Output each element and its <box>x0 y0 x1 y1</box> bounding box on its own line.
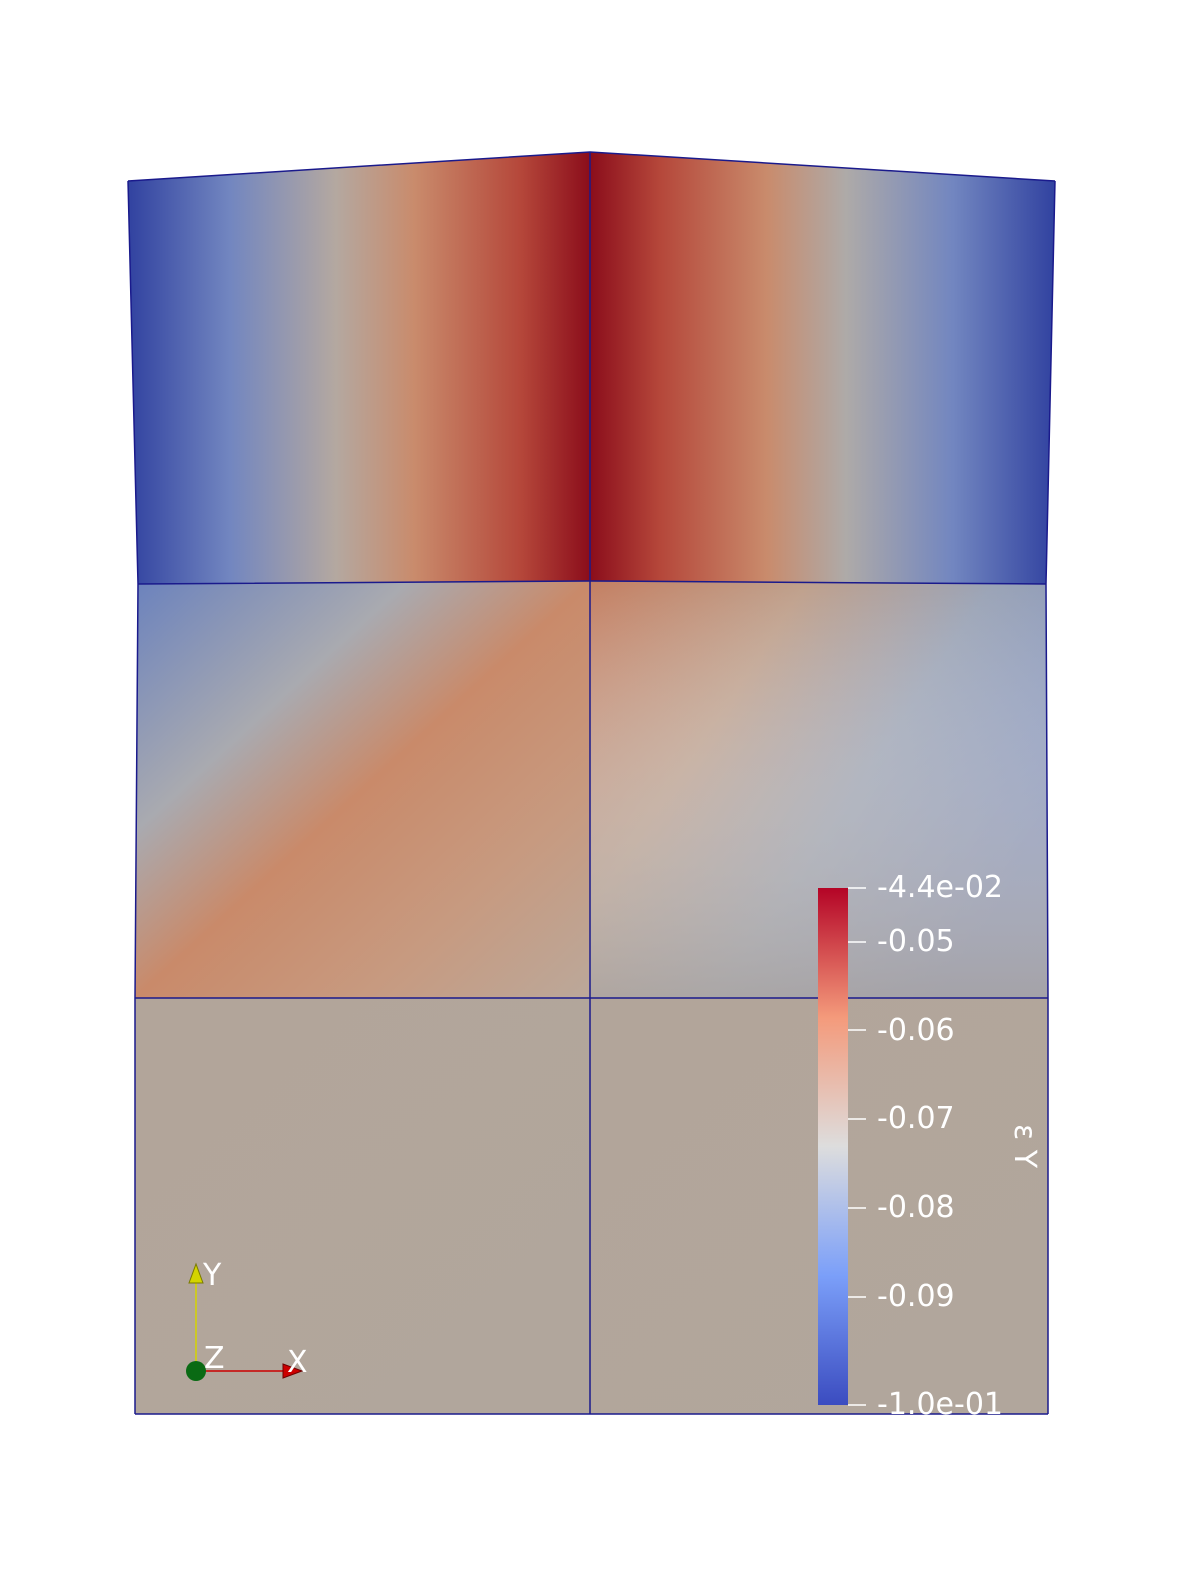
mesh-cell-middle-left <box>135 581 590 998</box>
mesh-edge-right <box>1045 180 1056 1414</box>
scalar-bar-gradient <box>818 888 848 1405</box>
mesh-cell-top-right <box>590 152 1055 584</box>
scalar-bar-label-max: -4.4e-02 <box>877 870 1003 905</box>
mesh-cell-middle-right-shade <box>590 581 1048 998</box>
x-axis-label: X <box>287 1345 308 1380</box>
scalar-bar[interactable]: -4.4e-02 -0.05 -0.06 -0.07 -0.08 -0.09 -… <box>818 870 1042 1422</box>
scalar-bar-ticks <box>848 887 866 1406</box>
y-axis-arrow-icon <box>188 1262 204 1284</box>
z-axis-label: Z <box>204 1341 225 1376</box>
mesh-cell-bottom-left <box>135 998 590 1414</box>
scalar-bar-label: -0.07 <box>877 1101 955 1136</box>
y-axis-label: Y <box>202 1258 222 1293</box>
scalar-bar-label: -0.06 <box>877 1013 955 1048</box>
mesh-edge-left <box>127 180 139 1414</box>
scalar-bar-label: -0.05 <box>877 924 955 959</box>
scalar-bar-label-min: -1.0e-01 <box>877 1387 1003 1422</box>
x-axis-arrow-icon <box>282 1363 304 1379</box>
z-axis-dot-icon <box>186 1361 206 1381</box>
axes-triad: Y Z X <box>186 1258 308 1381</box>
mesh-cell-top-left <box>128 152 590 584</box>
scalar-bar-title: ε Y <box>1007 1124 1042 1169</box>
scalar-bar-label: -0.08 <box>877 1190 955 1225</box>
scalar-bar-label: -0.09 <box>877 1279 955 1314</box>
